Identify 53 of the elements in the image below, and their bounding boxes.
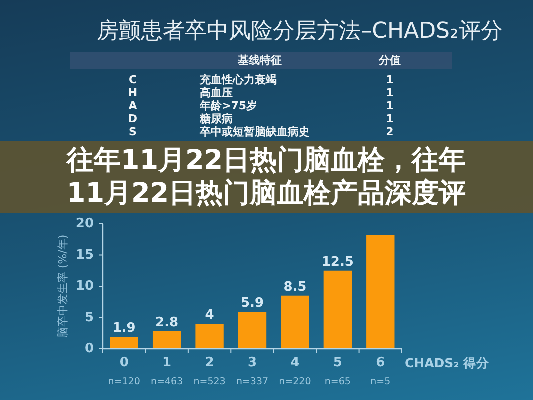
data-label: 8.5 [284,280,307,295]
data-label: 1.9 [112,321,136,336]
text: n=463 [151,376,184,388]
text: S [129,126,138,138]
bar [238,312,267,349]
bar [324,270,352,349]
x-tick-label: 4 [290,356,300,370]
data-label: 2.8 [156,316,179,330]
data-label: 4 [205,308,214,323]
text: 基线特征 [237,54,282,67]
bar [110,337,138,349]
text: 1 [386,112,394,126]
bar [196,324,224,349]
text: 充血性心力衰竭 [199,74,277,86]
text: 分值 [378,54,401,67]
x-tick-label: 3 [248,356,258,370]
x-tick-label: 6 [376,356,386,370]
text: C [128,74,138,86]
text: 高血压 [200,86,233,100]
x-tick-label: 1 [162,356,172,370]
text: n=5 [370,376,391,388]
x-tick-label: 0 [120,356,129,370]
x-tick-label: 2 [205,356,214,370]
text: 往年11月22日热门脑血栓，往年11月22日热门脑血栓产品深度评 [66,145,466,209]
bar [366,235,395,349]
y-tick-label: 15 [76,248,94,263]
text: A [128,100,138,112]
text: 1 [386,74,394,86]
y-tick-label: 5 [84,310,94,326]
text: 糖尿病 [199,112,233,126]
text: 年龄>75岁 [199,100,258,112]
text: 卒中或短暂脑缺血病史 [199,126,310,138]
y-tick-label: 10 [76,279,94,294]
text: n=65 [324,376,351,388]
text: 1 [386,100,394,112]
data-label: 12.5 [322,254,354,270]
text: H [128,86,138,100]
text: 房颤患者卒中风险分层方法–CHADS₂评分 [97,19,503,44]
y-tick-label: 0 [84,342,94,356]
x-tick-label: 5 [333,356,342,370]
data-label: 5.9 [240,296,264,312]
text: D [128,112,138,126]
text: n=120 [108,376,140,388]
text: n=220 [279,376,312,388]
text: n=523 [194,376,226,388]
bar [281,296,310,349]
text: 1 [386,86,394,100]
x-axis-title: CHADS₂ 得分 [405,356,491,370]
y-axis-title: 脑卒中发生率 (%/年) [56,234,70,338]
text: n=337 [236,376,269,388]
bar [152,332,182,349]
y-tick-label: 20 [76,216,94,232]
text: 2 [386,126,394,138]
